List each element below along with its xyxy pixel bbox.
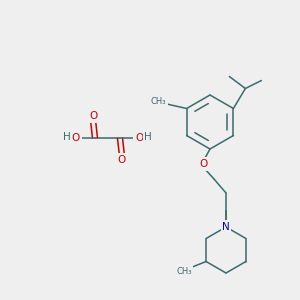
Text: O: O <box>135 133 143 143</box>
Text: O: O <box>118 155 126 165</box>
Text: O: O <box>200 159 208 169</box>
Text: H: H <box>63 132 71 142</box>
Text: O: O <box>72 133 80 143</box>
Text: CH₃: CH₃ <box>176 267 192 276</box>
Text: H: H <box>144 132 152 142</box>
Text: O: O <box>89 111 97 121</box>
Text: CH₃: CH₃ <box>151 97 167 106</box>
Text: N: N <box>222 222 230 232</box>
